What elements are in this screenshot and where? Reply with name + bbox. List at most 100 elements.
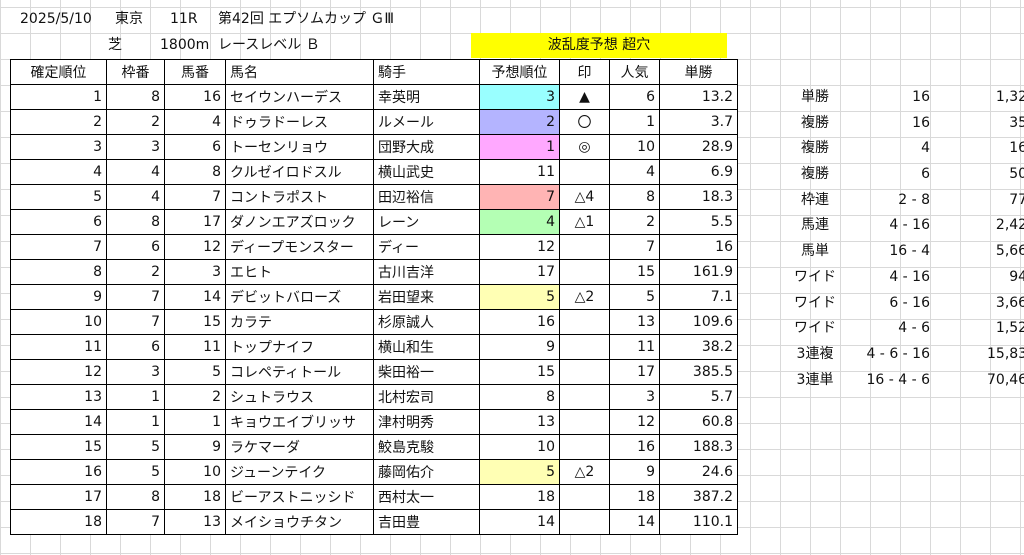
odds-cell[interactable]: 385.5 xyxy=(659,359,738,385)
umaban-cell[interactable]: 6 xyxy=(164,134,226,160)
race-date[interactable]: 2025/5/10 xyxy=(20,11,92,27)
jockey-cell[interactable]: ディー xyxy=(373,234,480,260)
jockey-cell[interactable]: 柴田裕一 xyxy=(373,359,480,385)
umaban-cell[interactable]: 14 xyxy=(164,284,226,310)
payout-amount[interactable]: 770 xyxy=(1009,191,1024,208)
waku-cell[interactable]: 8 xyxy=(106,209,165,235)
jockey-cell[interactable]: 横山和生 xyxy=(373,334,480,360)
mark-cell[interactable] xyxy=(559,334,610,360)
horse-cell[interactable]: ディープモンスター xyxy=(225,234,374,260)
payout-type[interactable]: 複勝 xyxy=(801,114,829,131)
pop-cell[interactable]: 8 xyxy=(609,184,660,210)
odds-cell[interactable]: 38.2 xyxy=(659,334,738,360)
mark-cell[interactable]: △2 xyxy=(559,284,610,310)
jockey-cell[interactable]: 北村宏司 xyxy=(373,384,480,410)
pop-cell[interactable]: 11 xyxy=(609,334,660,360)
race-number[interactable]: 11R xyxy=(170,11,198,27)
mark-cell[interactable]: 〇 xyxy=(559,109,610,135)
pred-cell[interactable]: 2 xyxy=(479,109,560,135)
payout-combo[interactable]: 16 xyxy=(912,114,930,131)
payout-type[interactable]: ワイド xyxy=(794,268,836,285)
pred-cell[interactable]: 9 xyxy=(479,334,560,360)
waku-cell[interactable]: 1 xyxy=(106,384,165,410)
payout-type[interactable]: ワイド xyxy=(794,320,836,337)
header-rank[interactable]: 確定順位 xyxy=(10,59,107,85)
rank-cell[interactable]: 13 xyxy=(10,384,107,410)
rank-cell[interactable]: 5 xyxy=(10,184,107,210)
rank-cell[interactable]: 7 xyxy=(10,234,107,260)
payout-combo[interactable]: 6 - 16 xyxy=(889,294,930,311)
pred-cell[interactable]: 13 xyxy=(479,409,560,435)
mark-cell[interactable] xyxy=(559,309,610,335)
horse-cell[interactable]: キョウエイブリッサ xyxy=(225,409,374,435)
horse-cell[interactable]: ダノンエアズロック xyxy=(225,209,374,235)
jockey-cell[interactable]: 団野大成 xyxy=(373,134,480,160)
waku-cell[interactable]: 7 xyxy=(106,284,165,310)
jockey-cell[interactable]: 杉原誠人 xyxy=(373,309,480,335)
waku-cell[interactable]: 2 xyxy=(106,259,165,285)
waku-cell[interactable]: 5 xyxy=(106,459,165,485)
payout-type[interactable]: ワイド xyxy=(794,294,836,311)
pop-cell[interactable]: 3 xyxy=(609,384,660,410)
header-pred[interactable]: 予想順位 xyxy=(479,59,560,85)
payout-type[interactable]: 単勝 xyxy=(801,89,829,105)
payout-combo[interactable]: 4 - 6 xyxy=(898,320,930,337)
payout-combo[interactable]: 2 - 8 xyxy=(898,191,930,208)
rank-cell[interactable]: 14 xyxy=(10,409,107,435)
payout-amount[interactable]: 5,660 xyxy=(995,243,1024,260)
pred-cell[interactable]: 16 xyxy=(479,309,560,335)
jockey-cell[interactable]: 古川吉洋 xyxy=(373,259,480,285)
umaban-cell[interactable]: 9 xyxy=(164,434,226,460)
mark-cell[interactable]: ◎ xyxy=(559,134,610,160)
payout-combo[interactable]: 16 - 4 - 6 xyxy=(866,371,930,388)
waku-cell[interactable]: 3 xyxy=(106,134,165,160)
waku-cell[interactable]: 4 xyxy=(106,159,165,185)
payout-type[interactable]: 複勝 xyxy=(801,166,829,183)
umaban-cell[interactable]: 12 xyxy=(164,234,226,260)
umaban-cell[interactable]: 15 xyxy=(164,309,226,335)
horse-cell[interactable]: コントラポスト xyxy=(225,184,374,210)
payout-combo[interactable]: 4 xyxy=(921,140,930,157)
pop-cell[interactable]: 16 xyxy=(609,434,660,460)
payout-combo[interactable]: 6 xyxy=(921,166,930,183)
rank-cell[interactable]: 11 xyxy=(10,334,107,360)
odds-cell[interactable]: 3.7 xyxy=(659,109,738,135)
payout-amount[interactable]: 70,460 xyxy=(987,371,1024,388)
pop-cell[interactable]: 7 xyxy=(609,234,660,260)
pred-cell[interactable]: 8 xyxy=(479,384,560,410)
horse-cell[interactable]: ジューンテイク xyxy=(225,459,374,485)
umaban-cell[interactable]: 18 xyxy=(164,484,226,510)
umaban-cell[interactable]: 7 xyxy=(164,184,226,210)
jockey-cell[interactable]: 吉田豊 xyxy=(373,509,480,535)
waku-cell[interactable]: 7 xyxy=(106,509,165,535)
waku-cell[interactable]: 6 xyxy=(106,334,165,360)
waku-cell[interactable]: 7 xyxy=(106,309,165,335)
race-distance[interactable]: 1800m xyxy=(160,37,210,53)
umaban-cell[interactable]: 5 xyxy=(164,359,226,385)
horse-cell[interactable]: セイウンハーデス xyxy=(225,84,374,110)
horse-cell[interactable]: デビットバローズ xyxy=(225,284,374,310)
payout-type[interactable]: 枠連 xyxy=(801,191,829,208)
odds-cell[interactable]: 6.9 xyxy=(659,159,738,185)
horse-cell[interactable]: ビーアストニッシド xyxy=(225,484,374,510)
umaban-cell[interactable]: 10 xyxy=(164,459,226,485)
payout-combo[interactable]: 4 - 6 - 16 xyxy=(866,345,930,362)
race-venue[interactable]: 東京 xyxy=(115,11,143,27)
mark-cell[interactable] xyxy=(559,259,610,285)
waku-cell[interactable]: 8 xyxy=(106,84,165,110)
waku-cell[interactable]: 4 xyxy=(106,184,165,210)
rank-cell[interactable]: 10 xyxy=(10,309,107,335)
jockey-cell[interactable]: レーン xyxy=(373,209,480,235)
payout-combo[interactable]: 16 - 4 xyxy=(889,243,930,260)
jockey-cell[interactable]: 西村太一 xyxy=(373,484,480,510)
odds-cell[interactable]: 16 xyxy=(659,234,738,260)
horse-cell[interactable]: カラテ xyxy=(225,309,374,335)
mark-cell[interactable] xyxy=(559,409,610,435)
jockey-cell[interactable]: ルメール xyxy=(373,109,480,135)
pred-cell[interactable]: 12 xyxy=(479,234,560,260)
payout-type[interactable]: 3連単 xyxy=(796,371,834,388)
pred-cell[interactable]: 5 xyxy=(479,459,560,485)
header-jockey[interactable]: 騎手 xyxy=(373,59,480,85)
mark-cell[interactable]: ▲ xyxy=(559,84,610,110)
horse-cell[interactable]: トップナイフ xyxy=(225,334,374,360)
